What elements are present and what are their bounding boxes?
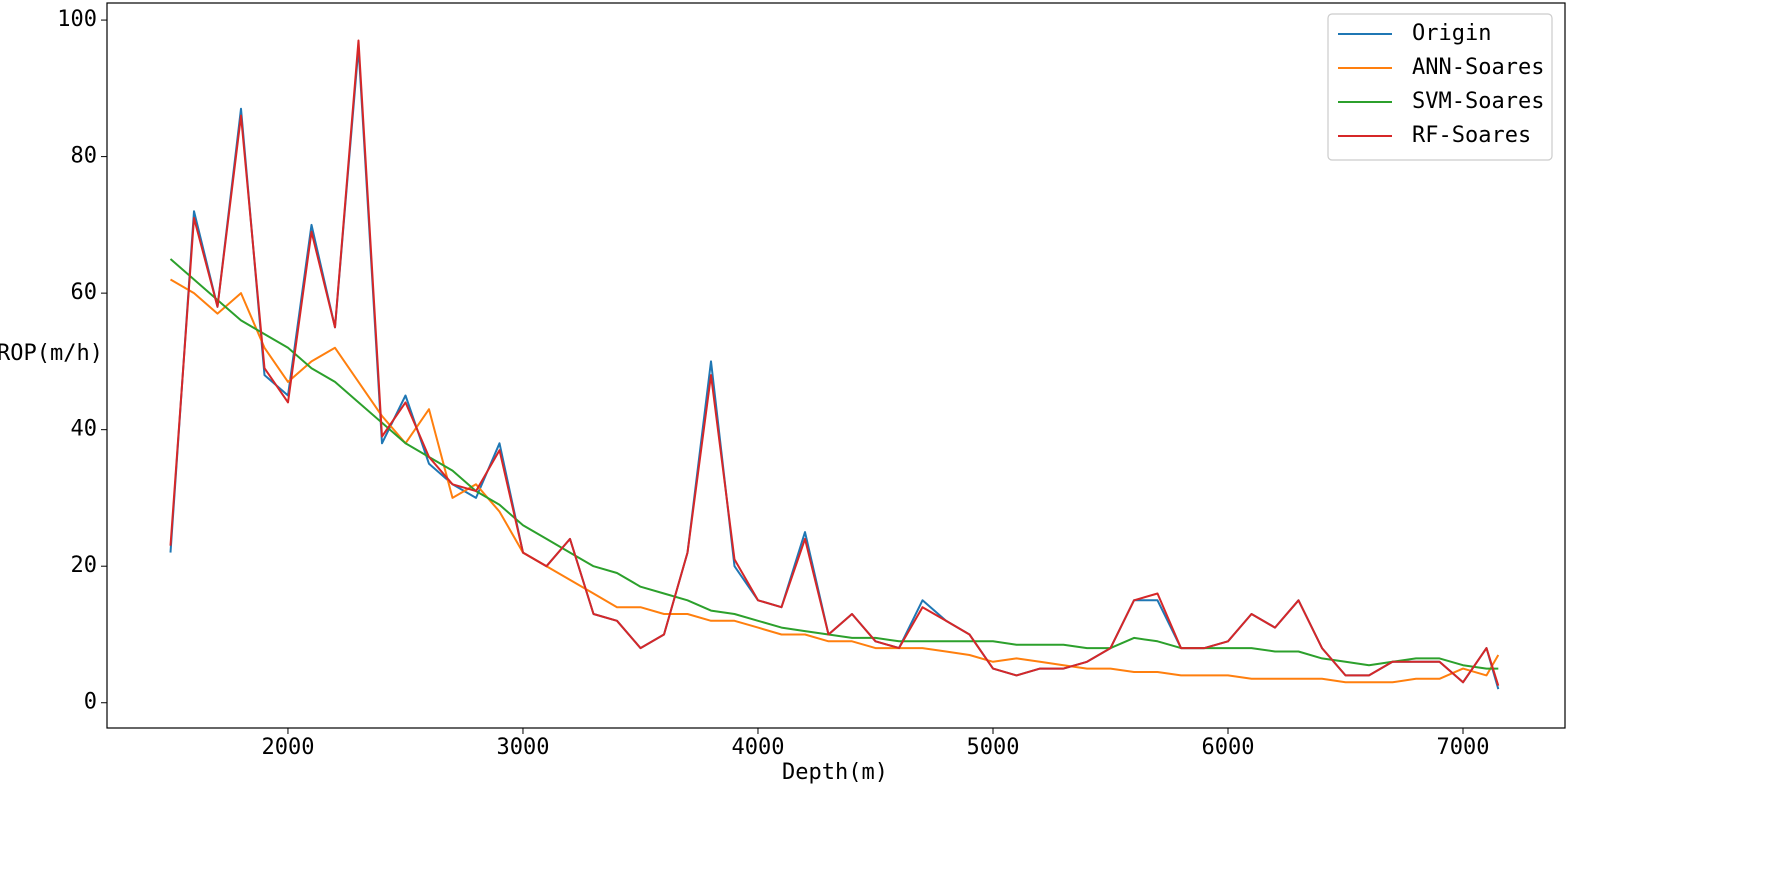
y-tick-label: 80 [71,144,98,169]
series-line [169,39,1500,686]
y-axis-label: ROP(m/h) [0,341,103,366]
legend-text: SVM-Soares [1412,89,1544,114]
y-tick-label: 40 [71,417,98,442]
series-line [169,46,1500,690]
plot-frame [106,2,1566,729]
y-tick-label: 60 [71,280,98,305]
legend-text: ANN-Soares [1412,55,1544,80]
legend-text: RF-Soares [1412,123,1531,148]
y-tick-label: 100 [57,7,97,32]
x-tick-label: 2000 [261,735,314,760]
y-tick-label: 20 [71,553,98,578]
legend-text: Origin [1412,21,1491,46]
legend-box [1327,13,1553,161]
x-tick-label: 3000 [496,735,549,760]
y-tick-label: 0 [84,690,97,715]
x-axis-label: Depth(m) [782,760,888,785]
x-tick-label: 5000 [966,735,1019,760]
series-line [169,258,1499,670]
x-tick-label: 4000 [731,735,784,760]
x-tick-label: 6000 [1202,735,1255,760]
series-line [169,278,1500,684]
x-tick-label: 7000 [1437,735,1490,760]
